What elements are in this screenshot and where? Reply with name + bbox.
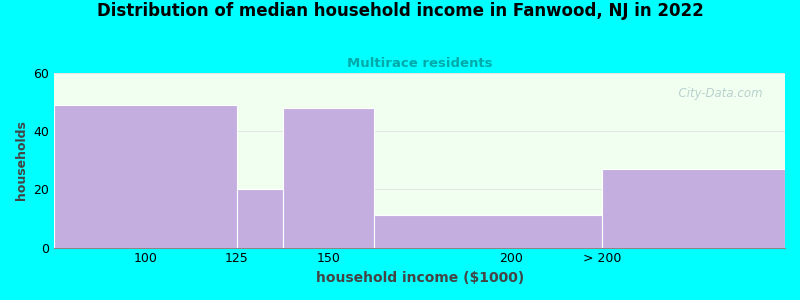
Bar xyxy=(374,215,602,247)
Bar xyxy=(54,105,237,247)
Bar xyxy=(602,169,785,248)
Text: Distribution of median household income in Fanwood, NJ in 2022: Distribution of median household income … xyxy=(97,2,703,20)
Y-axis label: households: households xyxy=(15,120,28,200)
Bar xyxy=(282,108,374,247)
Text: City-Data.com: City-Data.com xyxy=(671,87,763,100)
X-axis label: household income ($1000): household income ($1000) xyxy=(315,271,524,285)
Title: Multirace residents: Multirace residents xyxy=(347,57,492,70)
Bar xyxy=(237,189,282,248)
